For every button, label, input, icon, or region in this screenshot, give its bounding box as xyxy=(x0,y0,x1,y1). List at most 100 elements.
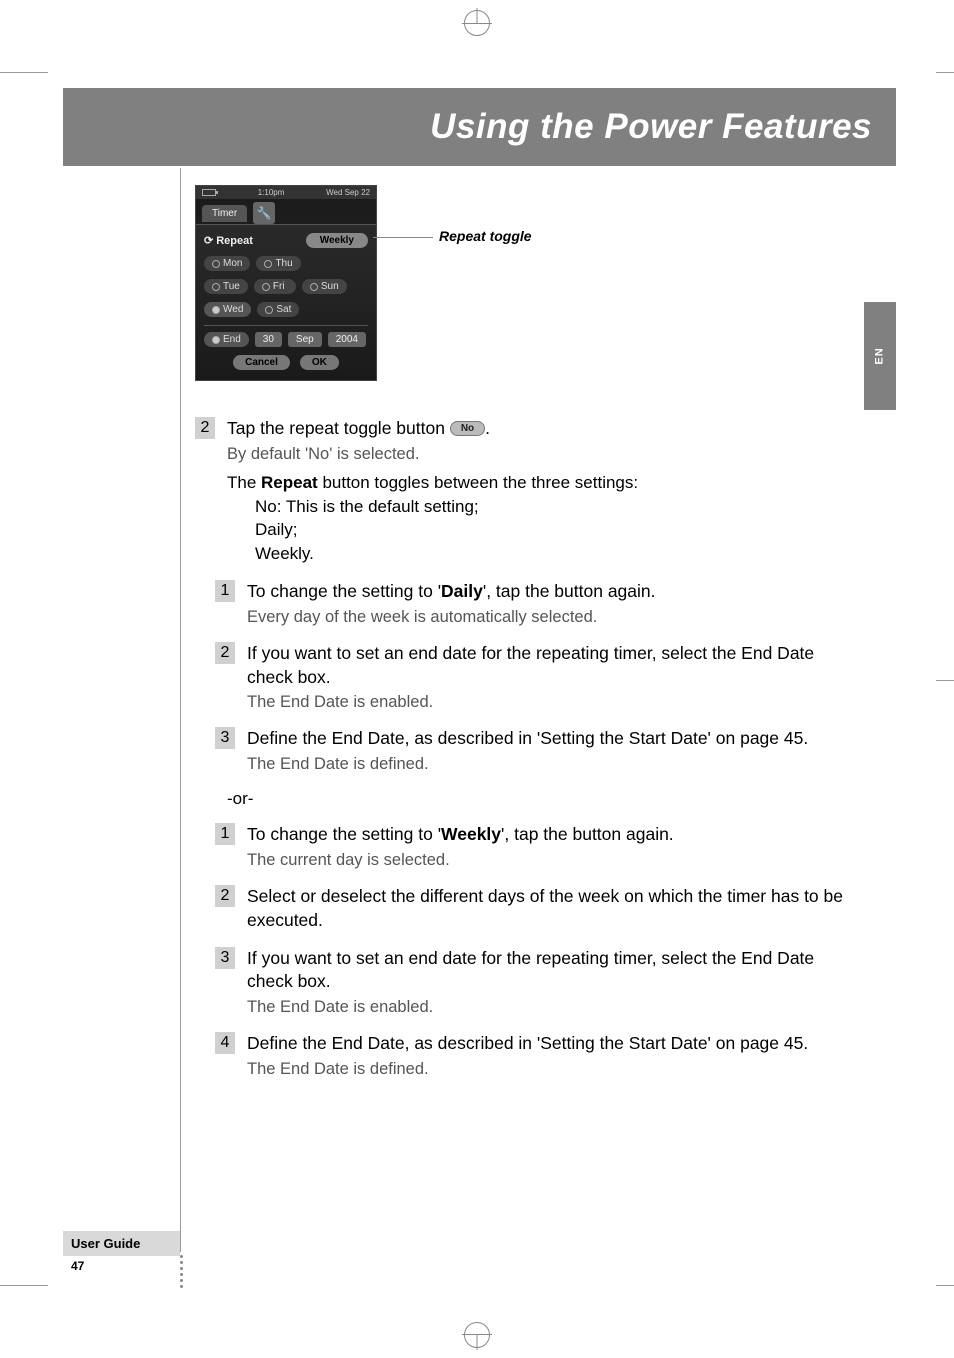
w1-pre: To change the setting to ' xyxy=(247,824,441,844)
repeat-text: Repeat xyxy=(216,235,253,247)
status-bar: 1:10pm Wed Sep 22 xyxy=(196,186,376,199)
step-body: To change the setting to 'Weekly', tap t… xyxy=(247,823,854,871)
explain-pre: The xyxy=(227,473,261,492)
weekly-step-1: 1 To change the setting to 'Weekly', tap… xyxy=(215,823,854,871)
cut-mark xyxy=(936,72,954,73)
no-pill-inline: No xyxy=(450,421,485,437)
step-number: 3 xyxy=(215,947,235,969)
status-date: Wed Sep 22 xyxy=(326,188,370,197)
day-fri: Fri xyxy=(254,279,296,294)
step-body: Define the End Date, as described in 'Se… xyxy=(247,1032,854,1080)
w1-bold: Weekly xyxy=(441,824,501,844)
explain-block: The Repeat button toggles between the th… xyxy=(227,471,854,566)
explain-post: button toggles between the three setting… xyxy=(318,473,638,492)
footer-dots xyxy=(180,1255,183,1288)
page-header: Using the Power Features xyxy=(63,88,896,166)
step-2: 2 Tap the repeat toggle button No. By de… xyxy=(195,417,854,465)
cut-mark xyxy=(936,680,954,681)
w2-line: Select or deselect the different days of… xyxy=(247,886,843,930)
d1-pre: To change the setting to ' xyxy=(247,581,441,601)
daily-step-2: 2 If you want to set an end date for the… xyxy=(215,642,854,714)
language-tab: EN xyxy=(864,302,896,410)
content-area: 1:10pm Wed Sep 22 Timer 🔧 ⟳Repeat Weekly… xyxy=(195,185,854,1094)
weekly-step-4: 4 Define the End Date, as described in '… xyxy=(215,1032,854,1080)
device-panel: ⟳Repeat Weekly Mon Thu Tue Fri Sun Wed S… xyxy=(196,224,376,380)
timer-tab: Timer xyxy=(202,205,247,222)
step-number: 4 xyxy=(215,1032,235,1054)
d3-line: Define the End Date, as described in 'Se… xyxy=(247,728,808,748)
page-title: Using the Power Features xyxy=(430,107,872,147)
d1-post: ', tap the button again. xyxy=(483,581,656,601)
d3-sub: The End Date is defined. xyxy=(247,753,854,775)
step-body: If you want to set an end date for the r… xyxy=(247,947,854,1019)
day-thu: Thu xyxy=(256,256,300,271)
vertical-rule xyxy=(180,168,181,1252)
end-year: 2004 xyxy=(328,332,366,347)
explain-opt2: Daily; xyxy=(227,518,854,542)
daily-step-1: 1 To change the setting to 'Daily', tap … xyxy=(215,580,854,628)
step-body: Tap the repeat toggle button No. By defa… xyxy=(227,417,854,465)
end-label: End xyxy=(204,332,249,347)
or-separator: -or- xyxy=(227,789,854,809)
step-number: 1 xyxy=(215,580,235,602)
repeat-label: ⟳Repeat xyxy=(204,234,253,247)
divider xyxy=(204,325,368,326)
cut-mark xyxy=(936,1285,954,1286)
explain-opt3: Weekly. xyxy=(227,542,854,566)
step-body: To change the setting to 'Daily', tap th… xyxy=(247,580,854,628)
step-number: 2 xyxy=(215,642,235,664)
button-row: Cancel OK xyxy=(204,355,368,370)
d1-sub: Every day of the week is automatically s… xyxy=(247,606,854,628)
crop-mark-top xyxy=(462,8,492,38)
step-body: Select or deselect the different days of… xyxy=(247,885,854,932)
weekly-step-3: 3 If you want to set an end date for the… xyxy=(215,947,854,1019)
device-figure: 1:10pm Wed Sep 22 Timer 🔧 ⟳Repeat Weekly… xyxy=(195,185,854,381)
weekly-step-2: 2 Select or deselect the different days … xyxy=(215,885,854,932)
w3-sub: The End Date is enabled. xyxy=(247,996,854,1018)
callout-line xyxy=(373,237,433,238)
day-row-1: Mon Thu xyxy=(204,256,368,271)
day-row-2: Tue Fri Sun xyxy=(204,279,368,294)
step2-text-post: . xyxy=(485,418,490,438)
step2-sub: By default 'No' is selected. xyxy=(227,443,854,465)
page-number: 47 xyxy=(63,1256,180,1276)
footer-label: User Guide xyxy=(63,1231,180,1256)
end-month: Sep xyxy=(288,332,322,347)
status-time: 1:10pm xyxy=(258,188,285,197)
explain-opt1: No: This is the default setting; xyxy=(227,495,854,519)
callout-label: Repeat toggle xyxy=(439,228,532,244)
day-tue: Tue xyxy=(204,279,248,294)
step2-text-pre: Tap the repeat toggle button xyxy=(227,418,450,438)
day-sat: Sat xyxy=(257,302,299,317)
day-mon: Mon xyxy=(204,256,250,271)
w3-line: If you want to set an end date for the r… xyxy=(247,948,814,992)
footer: User Guide 47 xyxy=(63,1231,180,1276)
d1-bold: Daily xyxy=(441,581,483,601)
repeat-row: ⟳Repeat Weekly xyxy=(204,233,368,248)
w1-sub: The current day is selected. xyxy=(247,849,854,871)
explain-bold: Repeat xyxy=(261,473,318,492)
end-row: End 30 Sep 2004 xyxy=(204,332,368,347)
step-body: Define the End Date, as described in 'Se… xyxy=(247,727,854,775)
cut-mark xyxy=(0,72,48,73)
cut-mark xyxy=(0,1285,48,1286)
wrench-icon: 🔧 xyxy=(253,202,275,224)
w1-post: ', tap the button again. xyxy=(501,824,674,844)
end-day: 30 xyxy=(255,332,282,347)
daily-substeps: 1 To change the setting to 'Daily', tap … xyxy=(215,580,854,775)
day-sun: Sun xyxy=(302,279,347,294)
cancel-button: Cancel xyxy=(233,355,290,370)
crop-mark-bottom xyxy=(462,1320,492,1350)
daily-step-3: 3 Define the End Date, as described in '… xyxy=(215,727,854,775)
step-body: If you want to set an end date for the r… xyxy=(247,642,854,714)
day-row-3: Wed Sat xyxy=(204,302,368,317)
weekly-substeps: 1 To change the setting to 'Weekly', tap… xyxy=(215,823,854,1080)
w4-line: Define the End Date, as described in 'Se… xyxy=(247,1033,808,1053)
language-label: EN xyxy=(874,347,886,364)
step-number: 2 xyxy=(195,417,215,439)
d2-sub: The End Date is enabled. xyxy=(247,691,854,713)
d2-line: If you want to set an end date for the r… xyxy=(247,643,814,687)
repeat-toggle: Weekly xyxy=(306,233,368,248)
battery-icon xyxy=(202,189,216,196)
step-number: 1 xyxy=(215,823,235,845)
